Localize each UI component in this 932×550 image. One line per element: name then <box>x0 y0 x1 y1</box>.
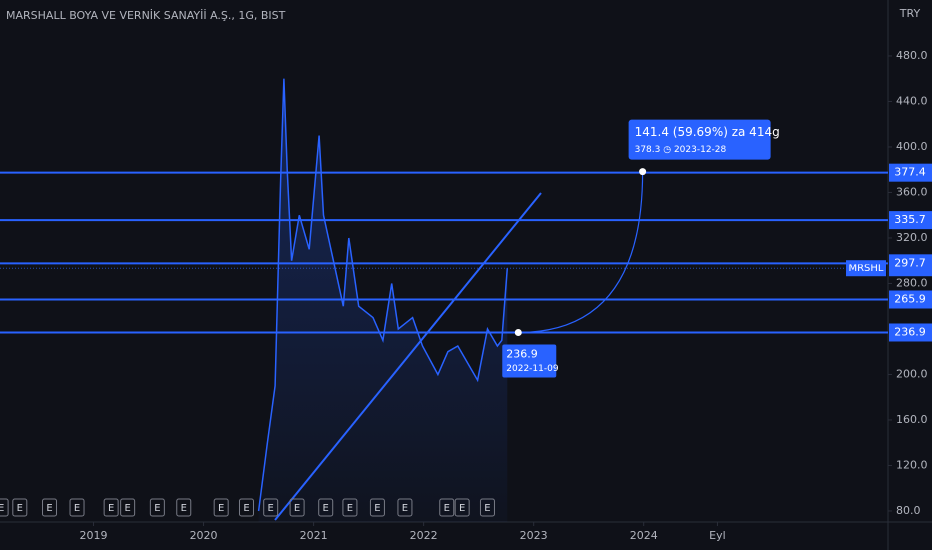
earnings-marker[interactable] <box>120 498 136 517</box>
earnings-label: E <box>268 503 274 514</box>
y-tick-label: 440.0 <box>896 94 928 107</box>
start-date-label: 2022-11-09 <box>506 364 559 374</box>
symbol-tag-label: MRSHL <box>848 263 883 274</box>
x-tick-label: 2022 <box>410 529 438 542</box>
earnings-marker[interactable] <box>0 498 9 517</box>
earnings-marker[interactable] <box>103 498 119 517</box>
y-tick-label: 480.0 <box>896 49 928 62</box>
earnings-marker[interactable] <box>454 498 470 517</box>
y-tick-label: 360.0 <box>896 185 928 198</box>
x-tick-label: 2023 <box>520 529 548 542</box>
level-tag-label: 377.4 <box>894 166 926 179</box>
earnings-label: E <box>181 503 187 514</box>
earnings-marker[interactable] <box>342 498 358 517</box>
projection-end <box>639 168 647 176</box>
earnings-marker[interactable] <box>369 498 385 517</box>
earnings-marker[interactable] <box>42 498 58 517</box>
x-tick-label: Eyl <box>709 529 726 542</box>
y-tick-label: 400.0 <box>896 140 928 153</box>
level-tag <box>889 290 932 309</box>
x-tick-label: 2021 <box>300 529 328 542</box>
y-tick-label: 160.0 <box>896 413 928 426</box>
earnings-label: E <box>124 503 130 514</box>
y-tick-label: 280.0 <box>896 276 928 289</box>
earnings-marker[interactable] <box>439 498 455 517</box>
x-tick-label: 2020 <box>190 529 218 542</box>
price-line <box>257 78 509 512</box>
earnings-label: E <box>323 503 329 514</box>
earnings-label: E <box>243 503 249 514</box>
earnings-label: E <box>74 503 80 514</box>
y-tick-label: 120.0 <box>896 458 928 471</box>
level-tag <box>889 211 932 230</box>
earnings-label: E <box>484 503 490 514</box>
earnings-marker[interactable] <box>289 498 305 517</box>
level-tag-label: 265.9 <box>894 293 926 306</box>
chart-title: MARSHALL BOYA VE VERNİK SANAYİİ A.Ş., 1G… <box>6 9 286 22</box>
earnings-label: E <box>444 503 450 514</box>
level-tag <box>889 323 932 342</box>
y-tick-label: 80.0 <box>896 504 921 517</box>
earnings-marker[interactable] <box>176 498 192 517</box>
projection-start <box>514 328 522 336</box>
earnings-marker[interactable] <box>69 498 85 517</box>
earnings-label: E <box>0 503 4 514</box>
price-area <box>258 78 508 522</box>
projection-detail: 378.3 ◷ 2023-12-28 <box>635 145 727 155</box>
earnings-marker[interactable] <box>238 498 254 517</box>
earnings-label: E <box>374 503 380 514</box>
level-tag <box>889 254 932 273</box>
earnings-label: E <box>17 503 23 514</box>
earnings-label: E <box>108 503 114 514</box>
start-label-box <box>502 344 557 378</box>
earnings-marker[interactable] <box>12 498 28 517</box>
earnings-label: E <box>294 503 300 514</box>
end-label-box <box>628 119 771 160</box>
earnings-label: E <box>218 503 224 514</box>
projection-curve <box>518 171 644 334</box>
level-tag-label: 297.7 <box>894 256 926 269</box>
level-tag-label: 335.7 <box>894 213 926 226</box>
earnings-marker[interactable] <box>318 498 334 517</box>
y-tick-label: 200.0 <box>896 367 928 380</box>
earnings-marker[interactable] <box>213 498 229 517</box>
earnings-label: E <box>154 503 160 514</box>
x-tick-label: 2019 <box>80 529 108 542</box>
x-tick-label: 2024 <box>630 529 658 542</box>
currency-label: TRY <box>899 7 921 20</box>
earnings-label: E <box>46 503 52 514</box>
earnings-marker[interactable] <box>397 498 413 517</box>
earnings-label: E <box>459 503 465 514</box>
level-tag-label: 236.9 <box>894 325 926 338</box>
start-value-label: 236.9 <box>506 347 538 360</box>
earnings-marker[interactable] <box>149 498 165 517</box>
earnings-marker[interactable] <box>263 498 279 517</box>
projection-label: 141.4 (59.69%) za 414g <box>635 125 780 139</box>
earnings-marker[interactable] <box>479 498 495 517</box>
earnings-label: E <box>347 503 353 514</box>
level-tag <box>889 163 932 182</box>
earnings-label: E <box>402 503 408 514</box>
y-tick-label: 320.0 <box>896 231 928 244</box>
